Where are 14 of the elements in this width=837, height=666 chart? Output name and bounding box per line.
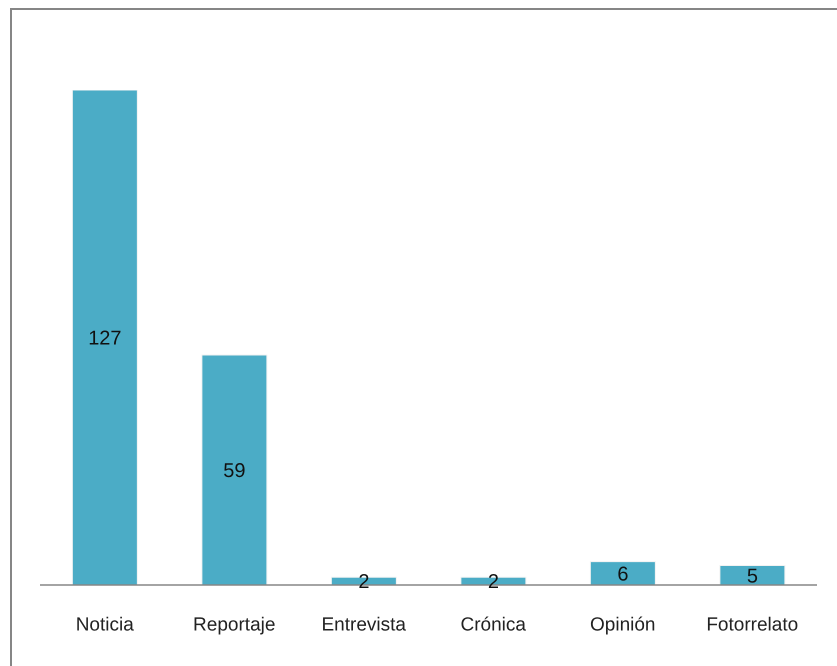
x-tick-label: Crónica [460, 614, 526, 636]
x-tick-label: Fotorrelato [706, 614, 798, 636]
bar [719, 565, 786, 585]
bar [72, 90, 138, 585]
x-tick-label: Noticia [76, 614, 134, 636]
x-tick-label: Opinión [590, 614, 656, 636]
data-label: 59 [223, 460, 246, 482]
bar [590, 561, 656, 585]
x-tick-label: Entrevista [322, 614, 406, 636]
data-label: 127 [88, 328, 122, 350]
bar [201, 354, 268, 585]
data-label: 5 [746, 565, 758, 588]
data-label: 6 [617, 563, 628, 586]
x-tick-label: Reportaje [193, 614, 276, 636]
